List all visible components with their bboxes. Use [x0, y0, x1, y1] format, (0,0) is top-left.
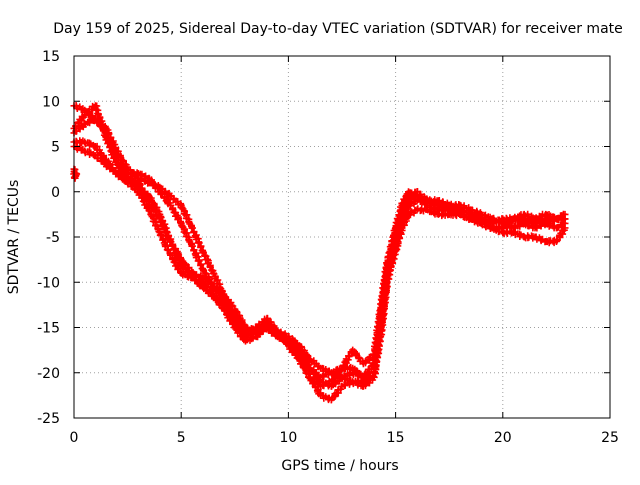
x-tick-label: 25 [601, 430, 619, 446]
data-points [70, 102, 569, 404]
x-tick-label: 20 [494, 430, 512, 446]
y-tick-label: -5 [46, 230, 60, 246]
data-point-interp [537, 237, 545, 245]
y-tick-label: 10 [42, 94, 60, 110]
data-point [561, 224, 569, 232]
axis-ticks: 0 5 10 15 20 25 -25 -20 -15 -10 -5 0 5 10 15 [37, 49, 619, 446]
x-tick-label: 10 [279, 430, 297, 446]
y-tick-label: 5 [51, 140, 60, 156]
x-tick-label: 15 [387, 430, 405, 446]
y-axis-label: SDTVAR / TECUs [6, 180, 22, 295]
x-axis-label: GPS time / hours [281, 458, 398, 474]
data-point-interp [385, 249, 393, 257]
x-tick-label: 5 [177, 430, 186, 446]
y-tick-label: -25 [37, 411, 60, 427]
grid [74, 56, 610, 418]
data-point [561, 215, 569, 223]
data-point-interp [378, 292, 386, 300]
x-tick-label: 0 [70, 430, 79, 446]
data-point-interp [206, 263, 214, 271]
y-tick-label: -15 [37, 321, 60, 337]
y-tick-label: 0 [51, 185, 60, 201]
data-point-interp [188, 224, 196, 232]
y-tick-label: -10 [37, 275, 60, 291]
data-point-interp [188, 242, 196, 250]
data-point-interp [201, 251, 209, 259]
y-tick-label: -20 [37, 366, 60, 382]
data-point-interp [207, 279, 215, 287]
data-point-interp [232, 316, 240, 324]
data-point-interp [199, 248, 207, 256]
chart-title: Day 159 of 2025, Sidereal Day-to-day VTE… [53, 21, 623, 37]
data-point-interp [97, 157, 105, 164]
data-point-interp [256, 326, 264, 334]
y-tick-label: 15 [42, 49, 60, 65]
